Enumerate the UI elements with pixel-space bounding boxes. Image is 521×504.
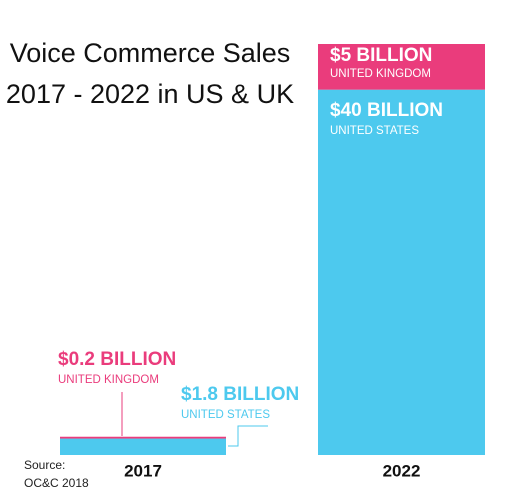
series-label: UNITED KINGDOM (58, 374, 159, 386)
bar-segment (318, 89, 485, 456)
value-label: $5 BILLION (330, 45, 432, 66)
bar-segment (318, 44, 485, 90)
chart-title: 2017 - 2022 in US & UK (6, 79, 294, 109)
bar-segment (60, 438, 226, 455)
chart-title: Voice Commerce Sales (10, 38, 291, 68)
x-tick-label: 2017 (124, 461, 162, 480)
bar-segment (60, 436, 226, 439)
source: OC&C 2018 (24, 476, 89, 490)
value-label: $1.8 BILLION (181, 384, 299, 405)
value-label: $40 BILLION (330, 100, 443, 121)
source: Source: (24, 458, 65, 472)
series-label: UNITED STATES (181, 409, 270, 421)
value-label: $0.2 BILLION (58, 349, 176, 370)
x-tick-label: 2022 (383, 461, 421, 480)
series-label: UNITED KINGDOM (330, 68, 431, 80)
leader-line (228, 425, 268, 447)
series-label: UNITED STATES (330, 125, 419, 137)
